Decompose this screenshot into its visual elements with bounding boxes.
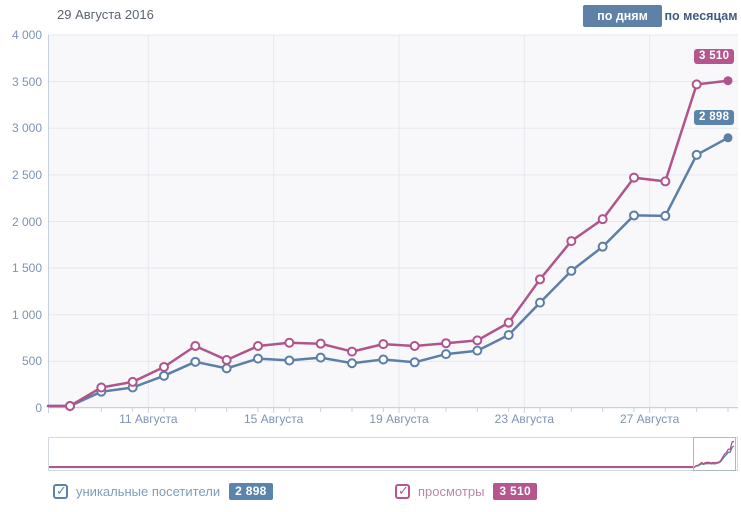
x-axis-label: 19 Августа [369, 412, 429, 426]
visitors-current-value-badge: 2 898 [694, 110, 735, 125]
y-axis-label: 0 [35, 401, 42, 415]
checkmark-icon: ✓ [398, 482, 409, 498]
y-axis-label: 500 [21, 354, 42, 369]
views-checkbox[interactable]: ✓ [395, 482, 410, 499]
legend-visitors-value-badge: 2 898 [229, 482, 273, 500]
chart-svg [46, 34, 738, 413]
y-axis-label: 1 000 [11, 307, 42, 322]
x-axis-label: 27 Августа [619, 412, 680, 426]
by-days-button[interactable]: по дням [583, 5, 662, 27]
y-axis-label: 4 000 [11, 28, 42, 42]
y-axis-label: 2 500 [11, 167, 42, 182]
views-current-value-badge: 3 510 [694, 49, 735, 64]
current-date-label: 29 Августа 2016 [57, 7, 154, 22]
legend-views-value-badge: 3 510 [493, 482, 537, 500]
y-axis-label: 2 000 [11, 214, 42, 229]
y-axis-label: 1 500 [11, 261, 42, 276]
minimap-range-selector[interactable] [48, 437, 738, 471]
minimap-viewport[interactable] [693, 437, 736, 471]
minimap-svg [48, 437, 738, 471]
legend-views-label: просмотры [418, 483, 485, 499]
legend-item-visitors[interactable]: ✓ уникальные посетители 2 898 [53, 482, 273, 500]
x-axis-label: 11 Августа [119, 412, 178, 426]
checkmark-icon: ✓ [56, 482, 67, 498]
y-axis-label: 3 500 [11, 74, 42, 89]
chart-plot-area[interactable] [46, 34, 738, 413]
visitors-checkbox[interactable]: ✓ [53, 482, 68, 499]
legend-visitors-label: уникальные посетители [76, 483, 221, 499]
by-months-button[interactable]: по месяцам [662, 5, 740, 27]
x-axis-label: 23 Августа [494, 412, 554, 426]
legend-item-views[interactable]: ✓ просмотры 3 510 [395, 482, 537, 500]
x-axis-label: 15 Августа [243, 412, 304, 426]
y-axis-label: 3 000 [11, 121, 42, 136]
